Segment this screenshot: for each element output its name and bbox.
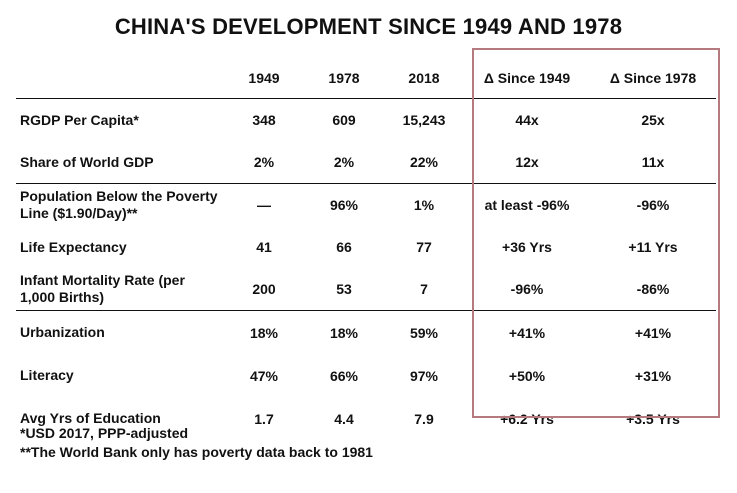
row-label: Avg Yrs of Education [20, 410, 161, 426]
table-cell: 18% [329, 324, 359, 341]
table-cell: 41 [256, 239, 272, 255]
table-cell: 348 [252, 112, 276, 128]
table-cell: 7.9 [414, 410, 434, 427]
header-cell-delta-1978: Δ Since 1978 [590, 58, 716, 99]
table-cell: — [257, 197, 271, 213]
table-row: Life Expectancy 41 66 77 +36 Yrs +11 Yrs [16, 226, 716, 268]
table-cell: 1.7 [254, 410, 274, 427]
table-cell: +31% [634, 367, 672, 384]
table-cell: +3.5 Yrs [626, 410, 680, 427]
table-cell: 96% [329, 197, 359, 213]
table-row: Avg Yrs of Education 1.7 4.4 7.9 +6.2 Yr… [16, 397, 716, 440]
table-cell: 7 [384, 268, 464, 311]
table-cell: 66% [329, 367, 359, 384]
table-cell: at least -96% [484, 197, 570, 213]
table-cell: 97% [409, 367, 439, 384]
row-label: Infant Mortality Rate (per 1,000 Births) [16, 268, 224, 311]
table-row: Literacy 47% 66% 97% +50% +31% [16, 354, 716, 397]
table-cell: -96% [464, 268, 590, 311]
header-cell-1949: 1949 [224, 58, 304, 99]
chart-title: CHINA'S DEVELOPMENT SINCE 1949 AND 1978 [114, 14, 623, 39]
header-cell-label [16, 58, 224, 99]
table-cell: 47% [249, 367, 279, 384]
table-row: Population Below the Poverty Line ($1.90… [16, 184, 716, 227]
row-label: RGDP Per Capita* [20, 111, 139, 128]
footnote-usd: *USD 2017, PPP-adjusted [20, 425, 189, 441]
table-cell: +50% [508, 367, 546, 384]
table-row: Share of World GDP 2% 2% 22% 12x 11x [16, 141, 716, 184]
table-cell: -96% [636, 197, 670, 213]
header-cell-2018: 2018 [384, 58, 464, 99]
table-cell: +6.2 Yrs [500, 410, 554, 427]
table-cell: 77 [416, 239, 432, 255]
table-cell: 200 [224, 268, 304, 311]
footnotes: *USD 2017, PPP-adjusted **The World Bank… [20, 424, 373, 462]
table-cell: -86% [590, 268, 716, 311]
table-row: Infant Mortality Rate (per 1,000 Births)… [16, 268, 716, 311]
table-cell: 2% [304, 141, 384, 184]
table-cell: +41% [634, 324, 672, 341]
table-cell: 18% [249, 324, 279, 341]
table-row: Urbanization 18% 18% 59% +41% +41% [16, 311, 716, 355]
table-cell: 4.4 [334, 410, 354, 427]
table-cell: 25x [641, 112, 665, 128]
table-cell: 2% [224, 141, 304, 184]
header-row: 1949 1978 2018 Δ Since 1949 Δ Since 1978 [16, 58, 716, 99]
table-cell: 609 [332, 112, 356, 128]
row-label: Share of World GDP [16, 141, 224, 184]
table-cell: 53 [304, 268, 384, 311]
table-cell: +36 Yrs [502, 239, 552, 255]
table-cell: 22% [384, 141, 464, 184]
header-cell-delta-1949: Δ Since 1949 [464, 58, 590, 99]
table-cell: 1% [413, 197, 435, 213]
row-label: Urbanization [20, 324, 105, 340]
header-cell-1978: 1978 [304, 58, 384, 99]
table-cell: 66 [336, 239, 352, 255]
table-cell: 12x [464, 141, 590, 184]
row-label: Literacy [20, 367, 74, 383]
table-cell: +41% [508, 324, 546, 341]
footnote-poverty: **The World Bank only has poverty data b… [20, 444, 373, 460]
table-cell: 11x [590, 141, 716, 184]
table-cell: +11 Yrs [628, 239, 678, 255]
table-cell: 44x [515, 112, 539, 128]
table-cell: 59% [409, 324, 439, 341]
data-table: 1949 1978 2018 Δ Since 1949 Δ Since 1978… [16, 58, 716, 440]
table-row: RGDP Per Capita* 348 609 15,243 44x 25x [16, 99, 716, 142]
row-label: Population Below the Poverty Line ($1.90… [20, 188, 218, 221]
row-label: Life Expectancy [20, 238, 127, 255]
table-cell: 15,243 [402, 112, 446, 128]
